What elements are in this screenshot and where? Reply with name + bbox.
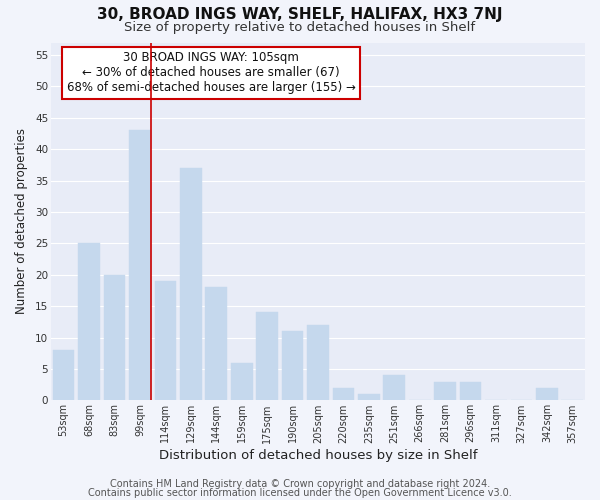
Bar (358, 394, 380, 400)
Bar (231, 362, 253, 401)
Y-axis label: Number of detached properties: Number of detached properties (15, 128, 28, 314)
Bar (180, 168, 202, 400)
Bar (129, 130, 151, 400)
Bar (79, 244, 100, 400)
Bar (307, 325, 329, 400)
Bar (332, 388, 354, 400)
Text: Contains HM Land Registry data © Crown copyright and database right 2024.: Contains HM Land Registry data © Crown c… (110, 479, 490, 489)
Bar (282, 332, 304, 400)
Text: Contains public sector information licensed under the Open Government Licence v3: Contains public sector information licen… (88, 488, 512, 498)
Bar (53, 350, 74, 401)
Bar (460, 382, 481, 400)
Bar (434, 382, 456, 400)
Bar (536, 388, 557, 400)
Bar (155, 281, 176, 400)
Text: 30, BROAD INGS WAY, SHELF, HALIFAX, HX3 7NJ: 30, BROAD INGS WAY, SHELF, HALIFAX, HX3 … (97, 8, 503, 22)
Bar (205, 288, 227, 401)
X-axis label: Distribution of detached houses by size in Shelf: Distribution of detached houses by size … (159, 450, 477, 462)
Bar (104, 275, 125, 400)
Text: Size of property relative to detached houses in Shelf: Size of property relative to detached ho… (124, 21, 476, 34)
Bar (256, 312, 278, 400)
Text: 30 BROAD INGS WAY: 105sqm
← 30% of detached houses are smaller (67)
68% of semi-: 30 BROAD INGS WAY: 105sqm ← 30% of detac… (67, 52, 356, 94)
Bar (383, 376, 405, 400)
